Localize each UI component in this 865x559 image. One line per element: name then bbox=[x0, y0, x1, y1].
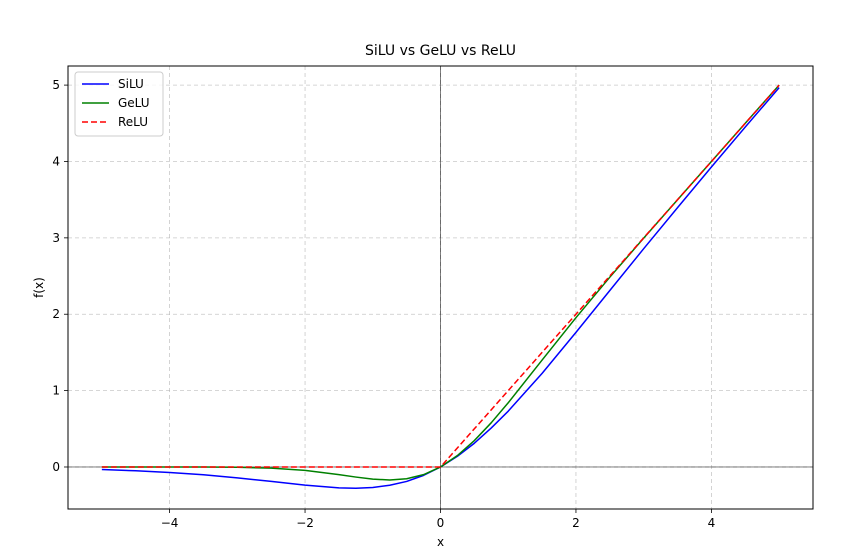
chart-title: SiLU vs GeLU vs ReLU bbox=[365, 43, 516, 59]
y-tick-label: 0 bbox=[52, 460, 60, 474]
y-tick-label: 2 bbox=[52, 307, 60, 321]
x-tick-label: −4 bbox=[161, 516, 179, 530]
legend-box bbox=[74, 71, 164, 137]
y-tick-label: 1 bbox=[52, 384, 60, 398]
x-axis-label: x bbox=[437, 535, 444, 549]
x-ticks: −4 −2 0 2 4 bbox=[161, 509, 715, 530]
legend-label-relu: ReLU bbox=[118, 115, 148, 129]
y-tick-label: 4 bbox=[52, 154, 60, 168]
x-tick-label: 0 bbox=[437, 516, 445, 530]
x-tick-label: 4 bbox=[708, 516, 716, 530]
y-axis-label: f(x) bbox=[32, 277, 46, 298]
legend-label-silu: SiLU bbox=[118, 77, 144, 91]
y-tick-label: 3 bbox=[52, 231, 60, 245]
y-tick-label: 5 bbox=[52, 78, 60, 92]
series-layer bbox=[101, 84, 780, 489]
x-tick-label: 2 bbox=[572, 516, 580, 530]
legend-label-gelu: GeLU bbox=[118, 96, 150, 110]
x-tick-label: −2 bbox=[296, 516, 314, 530]
legend: SiLU GeLU ReLU bbox=[74, 71, 164, 137]
series-line-gelu bbox=[101, 84, 780, 481]
y-ticks: 0 1 2 3 4 5 bbox=[52, 78, 68, 474]
